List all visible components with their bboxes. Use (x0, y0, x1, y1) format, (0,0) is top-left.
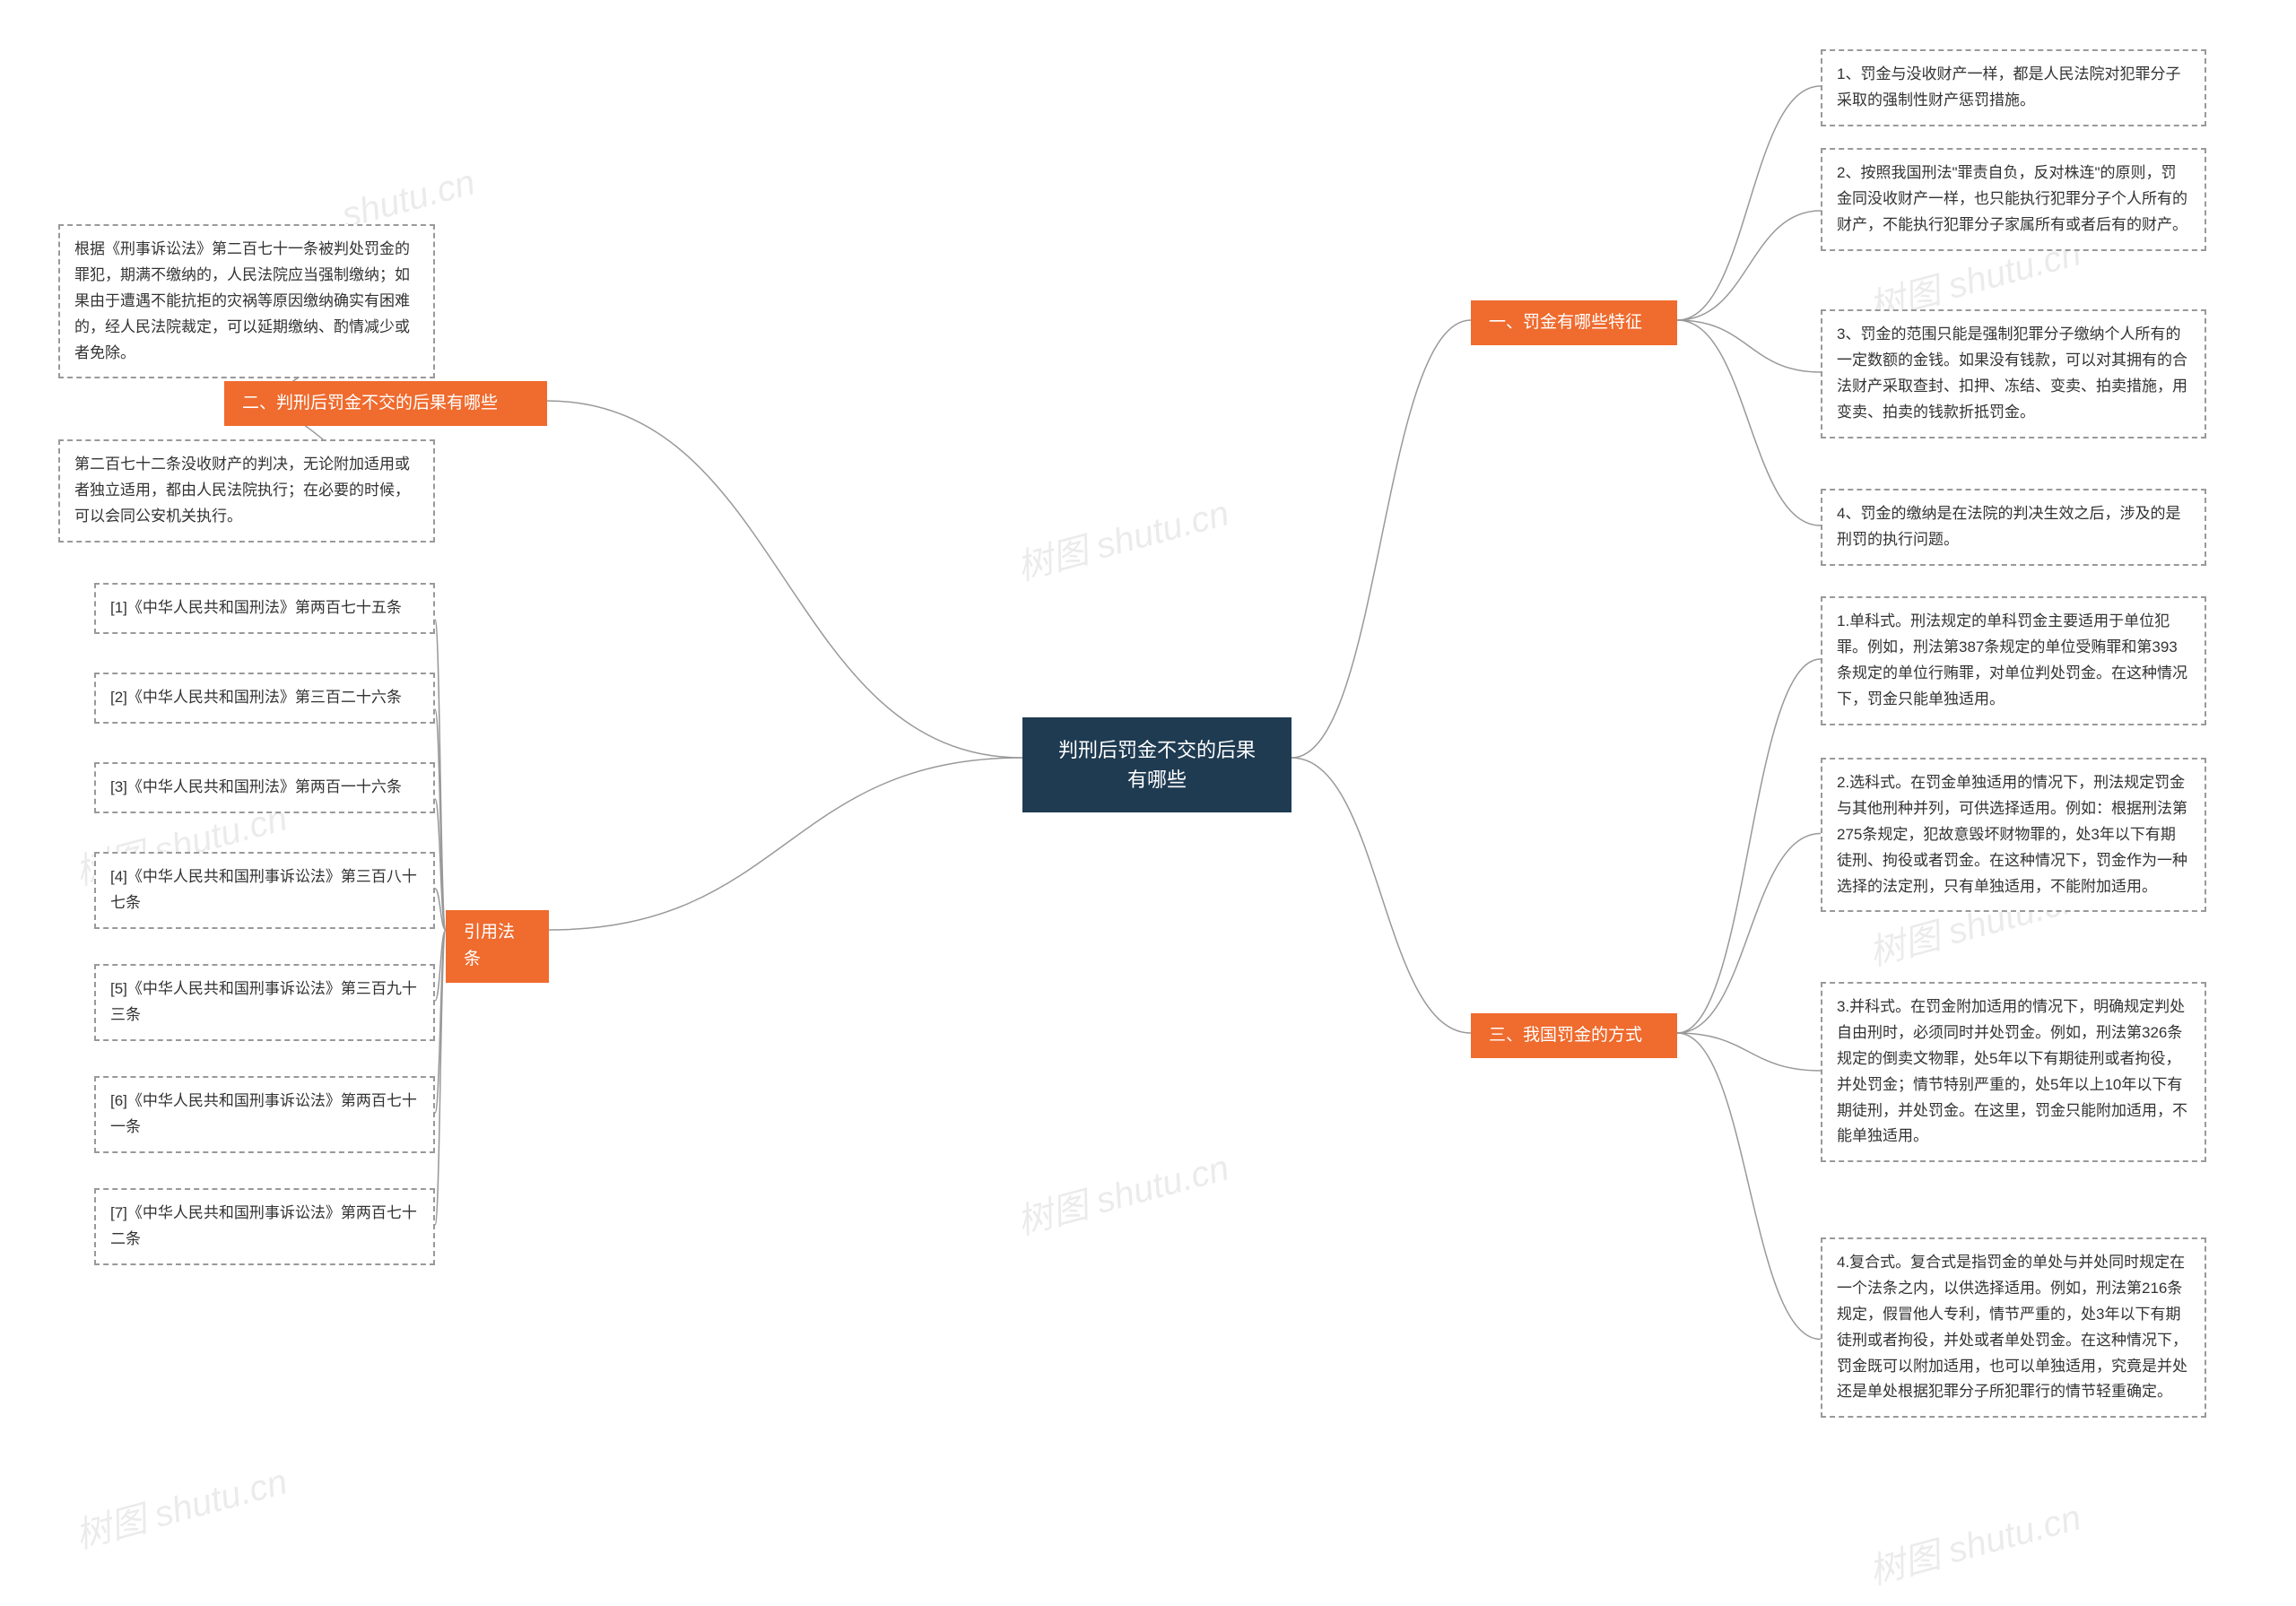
branch-node-b1[interactable]: 一、罚金有哪些特征 (1471, 300, 1677, 345)
leaf-node[interactable]: 1、罚金与没收财产一样，都是人民法院对犯罪分子采取的强制性财产惩罚措施。 (1821, 49, 2206, 126)
leaf-node[interactable]: [4]《中华人民共和国刑事诉讼法》第三百八十七条 (94, 852, 435, 929)
leaf-node[interactable]: 根据《刑事诉讼法》第二百七十一条被判处罚金的罪犯，期满不缴纳的，人民法院应当强制… (58, 224, 435, 378)
leaf-node[interactable]: 4.复合式。复合式是指罚金的单处与并处同时规定在一个法条之内，以供选择适用。例如… (1821, 1237, 2206, 1418)
leaf-node[interactable]: 2.选科式。在罚金单独适用的情况下，刑法规定罚金与其他刑种并列，可供选择适用。例… (1821, 758, 2206, 912)
leaf-node[interactable]: [2]《中华人民共和国刑法》第三百二十六条 (94, 673, 435, 724)
leaf-node[interactable]: 3.并科式。在罚金附加适用的情况下，明确规定判处自由刑时，必须同时并处罚金。例如… (1821, 982, 2206, 1162)
leaf-node[interactable]: [7]《中华人民共和国刑事诉讼法》第两百七十二条 (94, 1188, 435, 1265)
branch-node-b2[interactable]: 二、判刑后罚金不交的后果有哪些 (224, 381, 547, 426)
leaf-node[interactable]: [6]《中华人民共和国刑事诉讼法》第两百七十一条 (94, 1076, 435, 1153)
leaf-node[interactable]: [1]《中华人民共和国刑法》第两百七十五条 (94, 583, 435, 634)
leaf-node[interactable]: [5]《中华人民共和国刑事诉讼法》第三百九十三条 (94, 964, 435, 1041)
mindmap-container: 判刑后罚金不交的后果有哪些 一、罚金有哪些特征 1、罚金与没收财产一样，都是人民法院… (0, 0, 2296, 1606)
leaf-node[interactable]: 第二百七十二条没收财产的判决，无论附加适用或者独立适用，都由人民法院执行；在必要… (58, 439, 435, 543)
center-node[interactable]: 判刑后罚金不交的后果有哪些 (1022, 717, 1292, 812)
leaf-node[interactable]: 1.单科式。刑法规定的单科罚金主要适用于单位犯罪。例如，刑法第387条规定的单位… (1821, 596, 2206, 725)
branch-node-b4[interactable]: 引用法条 (446, 910, 549, 983)
leaf-node[interactable]: 4、罚金的缴纳是在法院的判决生效之后，涉及的是刑罚的执行问题。 (1821, 489, 2206, 566)
branch-node-b3[interactable]: 三、我国罚金的方式 (1471, 1013, 1677, 1058)
leaf-node[interactable]: 3、罚金的范围只能是强制犯罪分子缴纳个人所有的一定数额的金钱。如果没有钱款，可以… (1821, 309, 2206, 438)
leaf-node[interactable]: 2、按照我国刑法"罪责自负，反对株连"的原则，罚金同没收财产一样，也只能执行犯罪… (1821, 148, 2206, 251)
leaf-node[interactable]: [3]《中华人民共和国刑法》第两百一十六条 (94, 762, 435, 813)
